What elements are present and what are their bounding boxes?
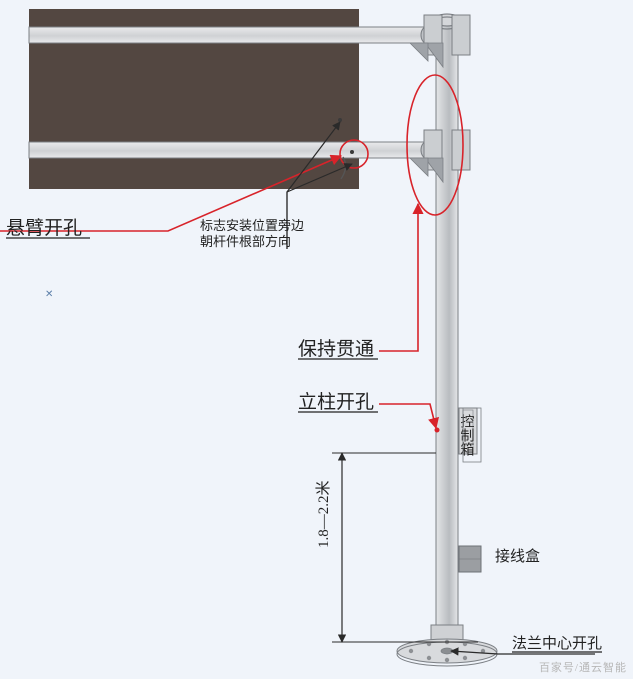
- watermark: 百家号/通云智能: [539, 659, 627, 675]
- label-arm_hole: 悬臂开孔: [6, 217, 82, 239]
- flange-bolt: [445, 658, 449, 662]
- leader-line: [379, 204, 418, 351]
- label-keep_through: 保持贯通: [298, 338, 374, 360]
- flange-bolt: [427, 656, 431, 660]
- label-mount_note_l2: 朝杆件根部方向: [200, 234, 291, 249]
- leader-line: [379, 404, 436, 428]
- label-dim_text: 1.8—2.2米: [315, 480, 332, 548]
- label-ctrl_box: 控制箱: [459, 414, 475, 456]
- flange-bolt: [409, 649, 413, 653]
- column: [436, 20, 458, 648]
- label-post_hole: 立柱开孔: [298, 391, 374, 413]
- label-junction_box: 接线盒: [495, 548, 540, 565]
- svg-text:✕: ✕: [45, 289, 53, 300]
- cantilever-arm: [29, 27, 426, 43]
- post-hole-dot: [435, 428, 440, 433]
- diagram-canvas: 悬臂开孔 标志安装位置旁边朝杆件根部方向保持贯通立柱开孔控制箱接线盒法兰中心开孔 1…: [0, 0, 633, 679]
- label-flange_center: 法兰中心开孔: [512, 635, 602, 652]
- flange-bolt: [463, 656, 467, 660]
- label-mount_note_l1: 标志安装位置旁边: [200, 218, 304, 233]
- cantilever-arm: [29, 142, 426, 158]
